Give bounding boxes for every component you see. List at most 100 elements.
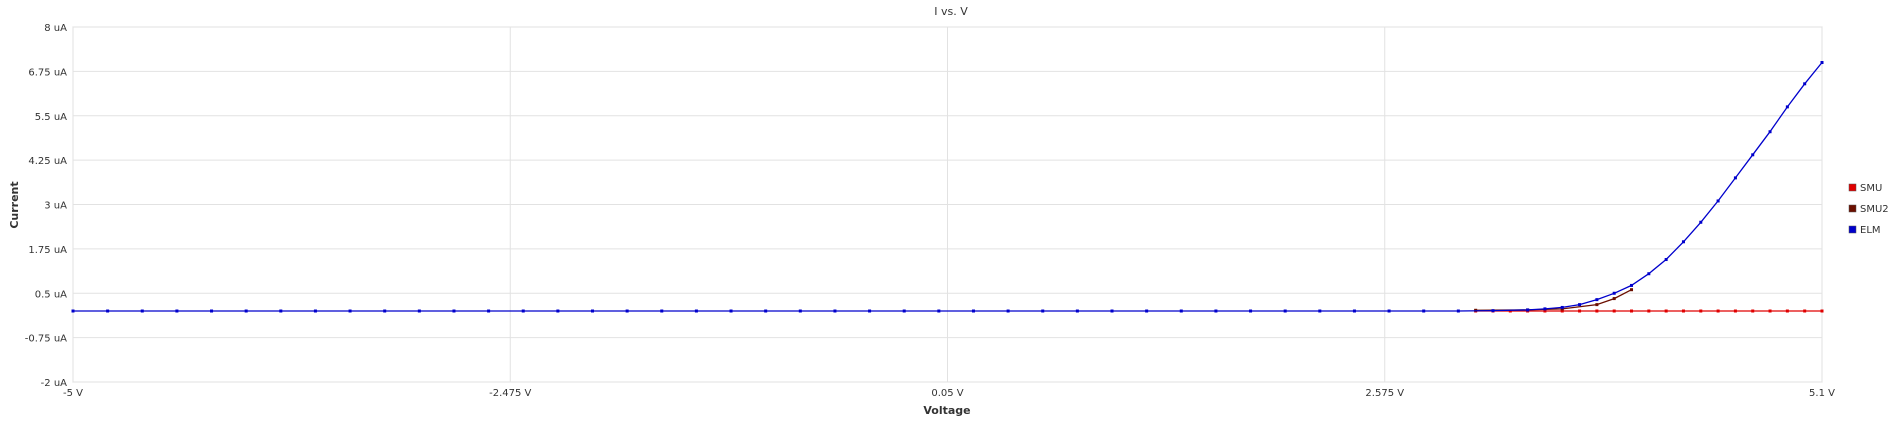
axis-layer: 8 uA 6.75 uA 5.5 uA 4.25 uA 3 uA 1.75 uA 0.5 u… xyxy=(25,23,1835,399)
data-point-elm xyxy=(833,309,837,313)
data-point-elm xyxy=(1352,309,1356,313)
data-point-smu2 xyxy=(1612,297,1616,301)
legend-label: ELM xyxy=(1860,225,1881,236)
data-point-elm xyxy=(244,309,248,313)
data-point-elm xyxy=(1214,309,1218,313)
data-point-elm xyxy=(1422,309,1426,313)
data-point-elm xyxy=(1578,303,1582,307)
y-tick-label: 0.5 uA xyxy=(35,289,67,300)
data-point-smu xyxy=(1595,309,1599,313)
series-elm xyxy=(71,61,1824,313)
legend-item-elm: ELM xyxy=(1848,225,1881,236)
x-tick-label: -2.475 V xyxy=(489,388,531,399)
data-point-elm xyxy=(1595,298,1599,302)
legend-swatch xyxy=(1848,183,1857,192)
data-point-elm xyxy=(1820,61,1824,64)
data-point-elm xyxy=(1006,309,1010,313)
data-point-elm xyxy=(1179,309,1183,313)
data-point-smu2 xyxy=(1595,303,1599,307)
data-point-elm xyxy=(313,309,317,313)
data-point-elm xyxy=(971,309,975,313)
y-tick-label: 5.5 uA xyxy=(35,112,67,123)
x-tick-label: 2.575 V xyxy=(1365,388,1404,399)
data-point-elm xyxy=(1249,309,1253,313)
data-point-elm xyxy=(175,309,179,313)
y-tick-label: 8 uA xyxy=(44,23,67,34)
data-point-elm xyxy=(1491,309,1495,313)
x-axis-title: Voltage xyxy=(923,404,970,417)
y-axis-title: Current xyxy=(8,181,21,228)
data-point-elm xyxy=(140,309,144,313)
data-point-elm xyxy=(1560,305,1564,309)
data-point-elm xyxy=(902,309,906,313)
data-point-elm xyxy=(383,309,387,313)
data-point-smu xyxy=(1681,309,1685,313)
data-point-elm xyxy=(1387,309,1391,313)
data-point-elm xyxy=(1751,153,1755,157)
data-point-elm xyxy=(1283,309,1287,313)
data-point-smu xyxy=(1647,309,1651,313)
y-tick-label: 6.75 uA xyxy=(28,67,67,78)
legend-item-smu2: SMU2 xyxy=(1848,204,1889,215)
data-point-smu xyxy=(1785,309,1789,313)
y-tick-label: 1.75 uA xyxy=(28,245,67,256)
series-line-elm xyxy=(73,62,1823,312)
data-point-elm xyxy=(591,309,595,313)
data-point-elm xyxy=(1803,82,1807,86)
data-point-elm xyxy=(1110,309,1114,313)
data-point-elm xyxy=(1630,283,1634,287)
data-point-smu xyxy=(1612,309,1616,313)
data-point-elm xyxy=(1526,308,1530,312)
data-point-elm xyxy=(1647,272,1651,276)
data-point-elm xyxy=(279,309,283,313)
data-point-smu xyxy=(1699,309,1703,313)
y-tick-label: 4.25 uA xyxy=(28,156,67,167)
data-point-elm xyxy=(106,309,110,313)
data-point-elm xyxy=(764,309,768,313)
data-point-elm xyxy=(487,309,491,313)
legend-label: SMU xyxy=(1860,183,1882,194)
data-point-elm xyxy=(1318,309,1322,313)
data-point-elm xyxy=(1145,309,1149,313)
x-tick-label: 0.05 V xyxy=(931,388,963,399)
data-point-smu xyxy=(1820,309,1824,313)
data-point-elm xyxy=(1716,199,1720,203)
data-point-elm xyxy=(1664,258,1668,262)
data-point-smu xyxy=(1733,309,1737,313)
series-layer xyxy=(71,61,1824,313)
data-point-elm xyxy=(71,309,75,313)
data-point-elm xyxy=(417,309,421,313)
y-tick-label: -0.75 uA xyxy=(25,334,67,345)
legend-label: SMU2 xyxy=(1860,204,1889,215)
data-point-elm xyxy=(1733,176,1737,180)
data-point-elm xyxy=(694,309,698,313)
data-point-elm xyxy=(556,309,560,313)
data-point-smu xyxy=(1751,309,1755,313)
data-point-elm xyxy=(1075,309,1079,313)
data-point-elm xyxy=(660,309,664,313)
x-tick-label: 5.1 V xyxy=(1809,388,1835,399)
data-point-elm xyxy=(1543,307,1547,311)
data-point-smu xyxy=(1560,309,1564,313)
data-point-elm xyxy=(1612,291,1616,295)
legend: SMU SMU2 ELM xyxy=(1848,183,1889,236)
data-point-smu xyxy=(1578,309,1582,313)
chart-title: I vs. V xyxy=(934,5,968,18)
data-point-elm xyxy=(729,309,733,313)
data-point-smu xyxy=(1768,309,1772,313)
data-point-elm xyxy=(868,309,872,313)
data-point-elm xyxy=(210,309,214,313)
data-point-elm xyxy=(1699,220,1703,224)
data-point-smu xyxy=(1543,309,1547,313)
data-point-elm xyxy=(1681,240,1685,244)
data-point-elm xyxy=(452,309,456,313)
legend-item-smu: SMU xyxy=(1848,183,1882,194)
y-tick-label: 3 uA xyxy=(44,201,67,212)
data-point-smu xyxy=(1664,309,1668,313)
data-point-smu xyxy=(1803,309,1807,313)
data-point-elm xyxy=(521,309,525,313)
data-point-smu2 xyxy=(1630,288,1634,292)
data-point-elm xyxy=(348,309,352,313)
data-point-elm xyxy=(1768,130,1772,134)
